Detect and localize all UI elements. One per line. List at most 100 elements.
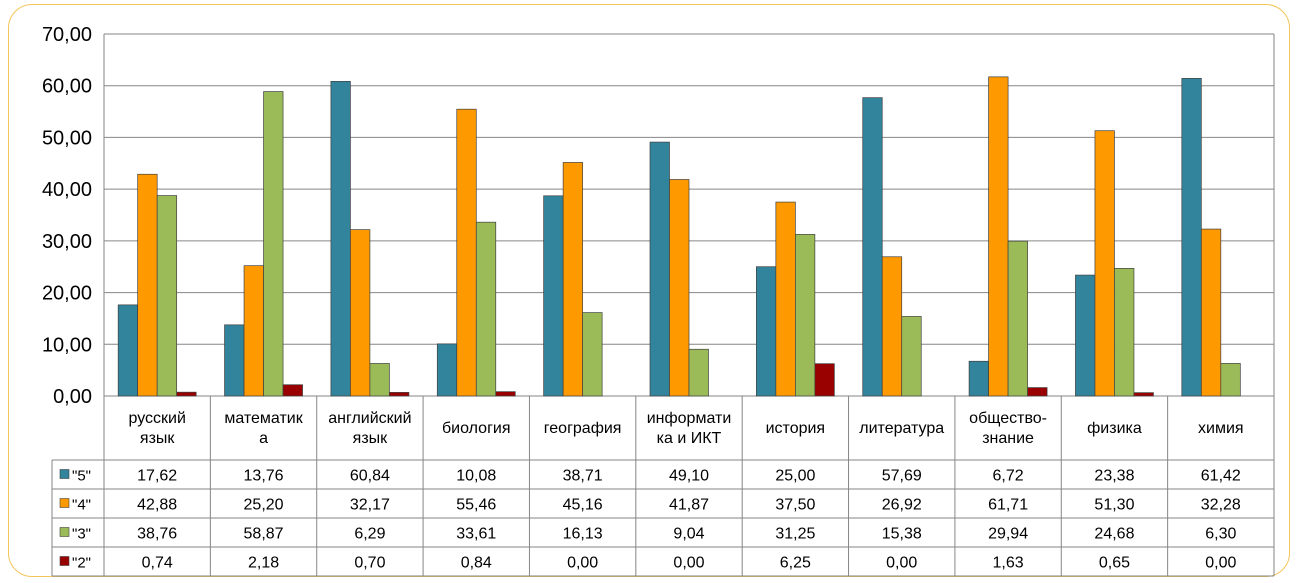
data-label: 15,38 [882, 526, 922, 543]
category-label: физика [1087, 420, 1142, 437]
bar [862, 97, 883, 397]
data-label: 51,30 [1094, 497, 1134, 514]
category-label: язык [353, 430, 389, 447]
data-label: 38,76 [137, 526, 177, 543]
legend-label: "2" [72, 555, 91, 572]
bar [1200, 228, 1222, 397]
bar [562, 162, 583, 397]
bar [156, 195, 178, 397]
data-label: 0,70 [354, 555, 385, 572]
data-label: 31,25 [775, 526, 815, 543]
data-label: 57,69 [882, 468, 922, 485]
bar [475, 221, 497, 397]
data-label: 41,87 [669, 497, 709, 514]
data-label: 0,65 [1099, 555, 1130, 572]
bar [436, 343, 458, 397]
data-label: 58,87 [244, 526, 284, 543]
category-label: математик [224, 410, 303, 427]
data-label: 45,16 [563, 497, 603, 514]
data-label: 60,84 [350, 468, 390, 485]
bar [988, 76, 1009, 397]
y-tick-label: 30,00 [42, 231, 92, 253]
bar [495, 391, 516, 397]
data-label: 25,00 [775, 468, 815, 485]
bar [881, 256, 903, 397]
data-label: 0,84 [461, 555, 492, 572]
bar [814, 363, 835, 397]
category-label: ка и ИКТ [657, 430, 722, 447]
bar [1114, 268, 1135, 397]
data-label: 2,18 [248, 555, 279, 572]
data-label: 25,20 [244, 497, 284, 514]
legend-label: "5" [72, 468, 91, 485]
bar [669, 179, 690, 397]
bar [282, 384, 303, 397]
data-label: 42,88 [137, 497, 177, 514]
y-tick-label: 20,00 [42, 283, 92, 305]
data-label: 33,61 [456, 526, 496, 543]
bar [117, 304, 139, 397]
data-label: 9,04 [673, 526, 704, 543]
data-label: 23,38 [1094, 468, 1134, 485]
bar [456, 108, 477, 397]
bar [176, 391, 197, 397]
data-label: 0,00 [567, 555, 598, 572]
data-label: 17,62 [137, 468, 177, 485]
category-label: литература [859, 420, 944, 437]
bar [137, 173, 158, 397]
legend-key [59, 469, 70, 479]
data-label: 32,17 [350, 497, 390, 514]
legend-label: "4" [72, 497, 91, 514]
category-label: язык [140, 430, 176, 447]
data-label: 61,42 [1201, 468, 1241, 485]
bar [1133, 392, 1154, 397]
bar [369, 363, 390, 397]
bar [688, 348, 709, 397]
y-tick-label: 60,00 [42, 76, 92, 98]
bar [775, 201, 796, 397]
category-label: информати [647, 410, 732, 427]
legend-key [59, 556, 70, 566]
category-label: биология [442, 420, 511, 437]
bar [263, 91, 284, 397]
y-tick-label: 40,00 [42, 179, 92, 201]
data-label: 6,25 [780, 555, 811, 572]
legend-key [59, 498, 70, 508]
bar [1220, 363, 1241, 397]
data-label: 6,30 [1205, 526, 1236, 543]
data-label: 0,00 [673, 555, 704, 572]
data-label: 0,00 [1205, 555, 1236, 572]
bar [1094, 130, 1115, 397]
data-label: 24,68 [1094, 526, 1134, 543]
y-tick-label: 50,00 [42, 127, 92, 149]
data-label: 16,13 [563, 526, 603, 543]
bar [389, 392, 410, 397]
category-label: русский [128, 410, 185, 427]
bar [901, 316, 922, 397]
bar [582, 312, 603, 397]
data-label: 0,00 [886, 555, 917, 572]
bar [1075, 274, 1096, 397]
category-label: химия [1198, 420, 1244, 437]
data-label: 6,29 [354, 526, 385, 543]
category-label: история [766, 420, 825, 437]
bar [1007, 240, 1028, 397]
bar [968, 360, 989, 397]
data-label: 49,10 [669, 468, 709, 485]
category-label: английский [328, 410, 411, 427]
y-tick-label: 10,00 [42, 334, 92, 356]
y-tick-label: 70,00 [42, 24, 92, 46]
bar [224, 324, 245, 397]
data-label: 26,92 [882, 497, 922, 514]
bar [350, 229, 371, 397]
bar [795, 234, 816, 397]
data-label: 61,71 [988, 497, 1028, 514]
category-label: общество- [969, 410, 1047, 427]
data-label: 10,08 [456, 468, 496, 485]
data-label: 6,72 [993, 468, 1024, 485]
bar [330, 81, 351, 397]
bar [1027, 387, 1048, 397]
data-label: 32,28 [1201, 497, 1241, 514]
category-label: знание [982, 430, 1034, 447]
